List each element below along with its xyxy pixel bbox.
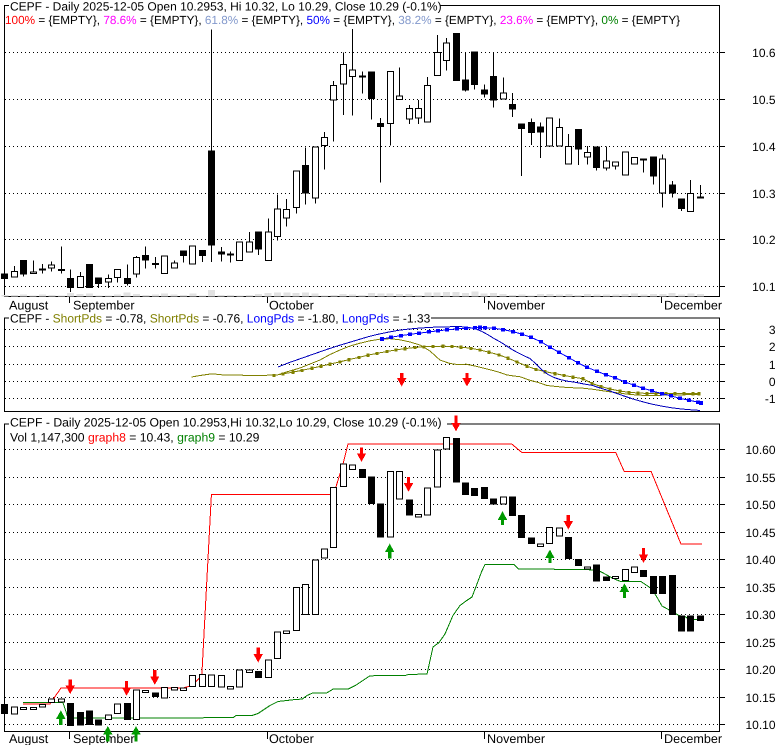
svg-text:October: October (269, 732, 314, 745)
svg-text:10.2: 10.2 (752, 233, 776, 247)
svg-text:10.35: 10.35 (745, 581, 775, 595)
svg-text:10.45: 10.45 (745, 526, 775, 540)
svg-text:November: November (487, 732, 545, 745)
svg-text:September: September (73, 732, 135, 745)
svg-text:December: December (664, 732, 722, 745)
svg-text:2: 2 (769, 340, 776, 354)
svg-text:0: 0 (769, 375, 776, 389)
svg-text:-1: -1 (765, 392, 776, 406)
svg-text:10.50: 10.50 (745, 498, 775, 512)
svg-text:10.20: 10.20 (745, 663, 775, 677)
svg-text:10.40: 10.40 (745, 553, 775, 567)
svg-text:September: September (73, 299, 135, 313)
svg-text:CEPF - Daily 2025-12-05 Open 1: CEPF - Daily 2025-12-05 Open 10.2953, Hi… (10, 0, 442, 14)
svg-text:1: 1 (769, 358, 776, 372)
svg-text:August: August (9, 732, 49, 745)
svg-text:November: November (487, 299, 545, 313)
svg-text:10.6: 10.6 (752, 46, 776, 60)
svg-text:10.30: 10.30 (745, 608, 775, 622)
svg-text:10.60: 10.60 (745, 443, 775, 457)
svg-text:10.1: 10.1 (752, 280, 776, 294)
svg-text:10.25: 10.25 (745, 636, 775, 650)
svg-text:3: 3 (769, 323, 776, 337)
svg-text:August: August (9, 299, 49, 313)
svg-text:CEPF - ShortPds = -0.78, Short: CEPF - ShortPds = -0.78, ShortPds = -0.7… (10, 312, 431, 326)
svg-text:October: October (269, 299, 314, 313)
svg-text:10.3: 10.3 (752, 187, 776, 201)
svg-text:10.5: 10.5 (752, 93, 776, 107)
svg-text:100% = {EMPTY}, 78.6% = {EMPTY: 100% = {EMPTY}, 78.6% = {EMPTY}, 61.8% =… (5, 14, 680, 27)
svg-text:December: December (664, 299, 722, 313)
svg-text:10.10: 10.10 (745, 718, 775, 732)
svg-text:Vol 1,147,300 graph8 = 10.43,: Vol 1,147,300 graph8 = 10.43, graph9 = 1… (10, 431, 260, 445)
svg-text:10.4: 10.4 (752, 140, 776, 154)
svg-text:10.55: 10.55 (745, 471, 775, 485)
svg-text:10.15: 10.15 (745, 691, 775, 705)
svg-text:CEPF - Daily 2025-12-05 Open 1: CEPF - Daily 2025-12-05 Open 10.2953,Hi … (10, 416, 442, 430)
